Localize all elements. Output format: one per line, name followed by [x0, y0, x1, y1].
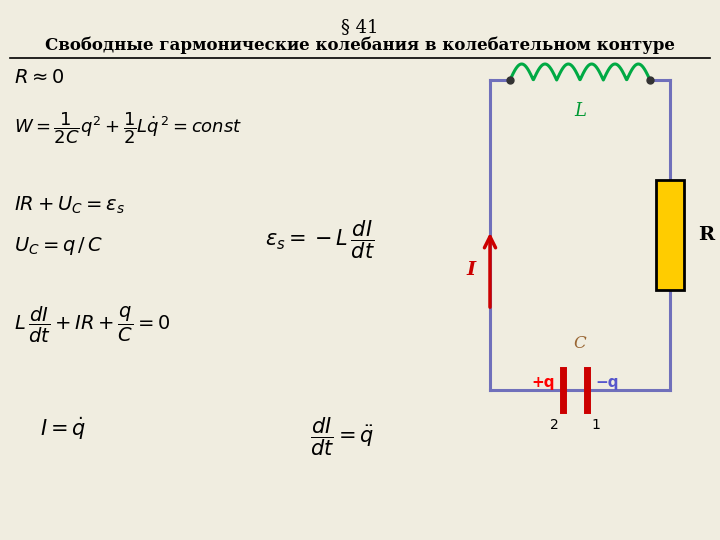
Text: $\varepsilon_s = -L\,\dfrac{dI}{dt}$: $\varepsilon_s = -L\,\dfrac{dI}{dt}$	[265, 218, 375, 260]
Bar	[656, 180, 684, 290]
Text: $U_C = q\,/\,C$: $U_C = q\,/\,C$	[14, 235, 103, 257]
Text: L: L	[574, 102, 586, 120]
Text: Свободные гармонические колебания в колебательном контуре: Свободные гармонические колебания в коле…	[45, 36, 675, 53]
Text: I: I	[467, 261, 476, 279]
Text: $I = \dot{q}$: $I = \dot{q}$	[40, 415, 86, 442]
Text: $L\,\dfrac{dI}{dt}+IR+\dfrac{q}{C}=0$: $L\,\dfrac{dI}{dt}+IR+\dfrac{q}{C}=0$	[14, 305, 171, 345]
Text: $IR + U_C = \varepsilon_s$: $IR + U_C = \varepsilon_s$	[14, 195, 125, 217]
Text: $R\approx 0$: $R\approx 0$	[14, 68, 65, 87]
Text: −q: −q	[595, 375, 618, 389]
Text: $W=\dfrac{1}{2C}q^2+\dfrac{1}{2}L\dot{q}^{\,2}=const$: $W=\dfrac{1}{2C}q^2+\dfrac{1}{2}L\dot{q}…	[14, 110, 243, 146]
Text: § 41: § 41	[341, 18, 379, 36]
Text: 2: 2	[550, 418, 559, 432]
Text: 1: 1	[591, 418, 600, 432]
Text: +q: +q	[531, 375, 555, 389]
Text: $\dfrac{dI}{dt}=\ddot{q}$: $\dfrac{dI}{dt}=\ddot{q}$	[310, 415, 374, 457]
Text: R: R	[698, 226, 714, 244]
Text: C: C	[574, 335, 586, 352]
